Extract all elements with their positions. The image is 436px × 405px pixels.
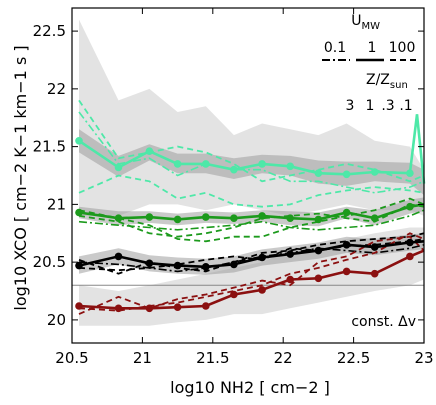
legend-umw-2: 100 (389, 40, 416, 56)
series-2-point-2 (145, 259, 154, 268)
legend: UMW 0.1 1 100 Z/Zsun 3 1 .3 .1 (322, 13, 418, 114)
legend-umw-0: 0.1 (324, 40, 346, 56)
legend-z-title: Z/Zsun (366, 72, 408, 91)
series-0-point-2 (145, 147, 154, 155)
series-2-point-4 (202, 263, 210, 271)
series-3-point-6 (258, 286, 266, 294)
series-1-point-5 (230, 214, 238, 222)
x-ticks: 20.5 21 21.5 22 22.5 23 (55, 8, 434, 367)
series-0-point-3 (173, 160, 182, 168)
series-0-point-8 (314, 169, 323, 177)
series-1-point-4 (202, 213, 210, 221)
x-tick-label-4: 22.5 (337, 349, 370, 367)
x-tick-label-5: 23 (414, 349, 433, 367)
y-tick-label-5: 22.5 (33, 22, 66, 40)
series-1-point-7 (286, 214, 295, 222)
series-0-point-5 (230, 165, 238, 174)
annotation-const-dv: const. Δv (351, 314, 416, 330)
series-3-point-0 (75, 302, 83, 310)
legend-z-1: 1 (366, 98, 375, 114)
series-3-point-9 (342, 267, 351, 276)
confidence-bands (79, 19, 424, 326)
series-0-solid (78, 114, 426, 184)
series-1-point-10 (370, 214, 379, 222)
series-3-point-11 (406, 252, 414, 261)
series-1-point-9 (342, 208, 351, 217)
series-3-dashed-0 (78, 235, 425, 315)
series-1-point-0 (75, 208, 83, 217)
series-3-point-8 (314, 274, 323, 283)
series-0-point-0 (75, 137, 83, 145)
legend-umw-title: UMW (351, 13, 380, 32)
series-0-dashdot-0 (78, 111, 425, 194)
series-1-dashed-0 (78, 197, 425, 243)
x-tick-label-3: 22 (274, 349, 293, 367)
series-2-point-6 (258, 253, 266, 262)
legend-umw-1: 1 (368, 40, 377, 56)
series-2-point-3 (173, 261, 182, 270)
series-3-point-3 (173, 303, 182, 312)
x-tick-label-0: 20.5 (55, 349, 88, 367)
series-0-dashed-0 (78, 174, 425, 208)
series-3-point-2 (145, 304, 154, 313)
series-2-point-7 (286, 250, 295, 258)
x-tick-label-1: 21 (133, 349, 152, 367)
legend-z-3: 3 (346, 98, 355, 114)
series-3-point-5 (230, 290, 238, 299)
series-0-point-1 (114, 163, 123, 172)
legend-z-03: .3 (381, 98, 394, 114)
series-3-point-7 (286, 275, 295, 284)
series-2-point-8 (314, 246, 323, 255)
series-2-point-11 (406, 238, 414, 247)
y-tick-label-4: 22 (47, 80, 66, 98)
series-3-point-1 (114, 304, 123, 313)
series-1-point-1 (114, 214, 123, 222)
series-1-point-2 (145, 213, 154, 221)
band-inner-0 (79, 129, 424, 196)
series-2-point-10 (370, 243, 379, 251)
series-1-point-3 (173, 215, 182, 224)
series-1-point-11 (406, 202, 414, 211)
series-3-point-4 (202, 302, 210, 310)
series-0-point-7 (286, 162, 295, 171)
series-0-point-4 (202, 160, 210, 168)
legend-z-01: .1 (399, 98, 412, 114)
series-0-point-9 (342, 170, 351, 179)
y-tick-label-1: 20.5 (33, 253, 66, 271)
y-tick-label-3: 21.5 (33, 138, 66, 156)
series-1-point-8 (314, 215, 323, 224)
series-2-point-5 (230, 260, 238, 269)
x-axis-label: log10 NH2 [ cm−2 ] (170, 378, 330, 397)
series-markers (75, 137, 414, 313)
series-2-point-1 (114, 252, 123, 261)
series-1-dashdot-0 (78, 209, 425, 231)
plot-frame (71, 7, 425, 344)
y-tick-label-0: 20 (47, 311, 66, 329)
series-2-point-9 (342, 241, 351, 249)
series-2-dashdot-0 (78, 244, 425, 273)
x-tick-label-2: 21.5 (196, 349, 229, 367)
series-2-point-0 (75, 261, 83, 270)
y-ticks: 20 20.5 21 21.5 22 22.5 (33, 22, 424, 329)
y-axis-label: log10 XCO [ cm−2 K−1 km−1 s ] (11, 45, 30, 310)
series-0-point-6 (258, 160, 266, 168)
series-0-point-11 (406, 169, 414, 177)
series-0-point-10 (370, 168, 379, 176)
y-tick-label-2: 21 (47, 195, 66, 213)
series-1-point-6 (258, 212, 266, 220)
series-3-point-10 (370, 269, 379, 278)
